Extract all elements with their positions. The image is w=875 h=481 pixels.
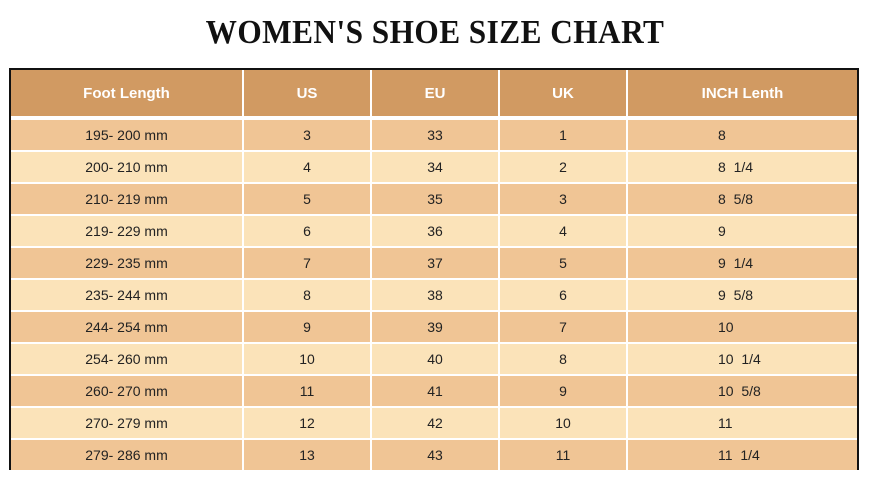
cell-us: 7 [243,247,372,280]
cell-eu: 39 [371,311,500,344]
cell-inch-length: 11 [627,407,857,440]
cell-uk: 4 [499,215,628,248]
cell-us: 9 [243,311,372,344]
table-row: 270- 279 mm 12 42 10 11 [11,407,857,440]
cell-eu: 36 [371,215,500,248]
cell-uk: 10 [499,407,628,440]
cell-eu: 42 [371,407,500,440]
cell-foot-length: 229- 235 mm [11,247,244,280]
cell-foot-length: 260- 270 mm [11,375,244,408]
cell-inch-length: 8 5/8 [627,183,857,216]
table-row: 219- 229 mm 6 36 4 9 [11,215,857,248]
table-row: 235- 244 mm 8 38 6 9 5/8 [11,279,857,312]
cell-foot-length: 200- 210 mm [11,151,244,184]
cell-us: 4 [243,151,372,184]
header-inch-length: INCH Lenth [627,70,857,120]
cell-eu: 37 [371,247,500,280]
cell-foot-length: 219- 229 mm [11,215,244,248]
table-row: 229- 235 mm 7 37 5 9 1/4 [11,247,857,280]
cell-inch-length: 9 5/8 [627,279,857,312]
table-row: 244- 254 mm 9 39 7 10 [11,311,857,344]
cell-eu: 35 [371,183,500,216]
header-uk: UK [499,70,628,120]
size-chart-table-container: Foot Length US EU UK INCH Lenth 195- 200… [9,68,859,470]
cell-uk: 6 [499,279,628,312]
table-row: 254- 260 mm 10 40 8 10 1/4 [11,343,857,376]
cell-foot-length: 244- 254 mm [11,311,244,344]
size-chart-table: Foot Length US EU UK INCH Lenth 195- 200… [11,70,857,470]
cell-us: 8 [243,279,372,312]
cell-us: 5 [243,183,372,216]
cell-us: 11 [243,375,372,408]
cell-us: 6 [243,215,372,248]
cell-us: 10 [243,343,372,376]
cell-inch-length: 8 1/4 [627,151,857,184]
page-title: WOMEN'S SHOE SIZE CHART [205,14,665,51]
table-row: 210- 219 mm 5 35 3 8 5/8 [11,183,857,216]
cell-inch-length: 10 [627,311,857,344]
cell-eu: 43 [371,439,500,470]
cell-uk: 3 [499,183,628,216]
cell-us: 12 [243,407,372,440]
cell-uk: 11 [499,439,628,470]
cell-foot-length: 279- 286 mm [11,439,244,470]
cell-foot-length: 235- 244 mm [11,279,244,312]
cell-inch-length: 10 5/8 [627,375,857,408]
header-us: US [243,70,372,120]
table-row: 260- 270 mm 11 41 9 10 5/8 [11,375,857,408]
cell-eu: 40 [371,343,500,376]
table-header-row: Foot Length US EU UK INCH Lenth [11,70,857,120]
cell-inch-length: 10 1/4 [627,343,857,376]
cell-uk: 2 [499,151,628,184]
cell-uk: 1 [499,118,628,152]
cell-foot-length: 254- 260 mm [11,343,244,376]
cell-inch-length: 9 1/4 [627,247,857,280]
cell-eu: 38 [371,279,500,312]
header-eu: EU [371,70,500,120]
table-row: 279- 286 mm 13 43 11 11 1/4 [11,439,857,470]
cell-eu: 33 [371,118,500,152]
cell-inch-length: 9 [627,215,857,248]
cell-us: 3 [243,118,372,152]
cell-foot-length: 270- 279 mm [11,407,244,440]
cell-inch-length: 8 [627,118,857,152]
cell-inch-length: 11 1/4 [627,439,857,470]
table-row: 200- 210 mm 4 34 2 8 1/4 [11,151,857,184]
header-foot-length: Foot Length [11,70,244,120]
table-row: 195- 200 mm 3 33 1 8 [11,118,857,152]
cell-uk: 9 [499,375,628,408]
cell-eu: 41 [371,375,500,408]
cell-uk: 7 [499,311,628,344]
cell-eu: 34 [371,151,500,184]
cell-uk: 5 [499,247,628,280]
cell-foot-length: 195- 200 mm [11,118,244,152]
cell-us: 13 [243,439,372,470]
cell-foot-length: 210- 219 mm [11,183,244,216]
cell-uk: 8 [499,343,628,376]
